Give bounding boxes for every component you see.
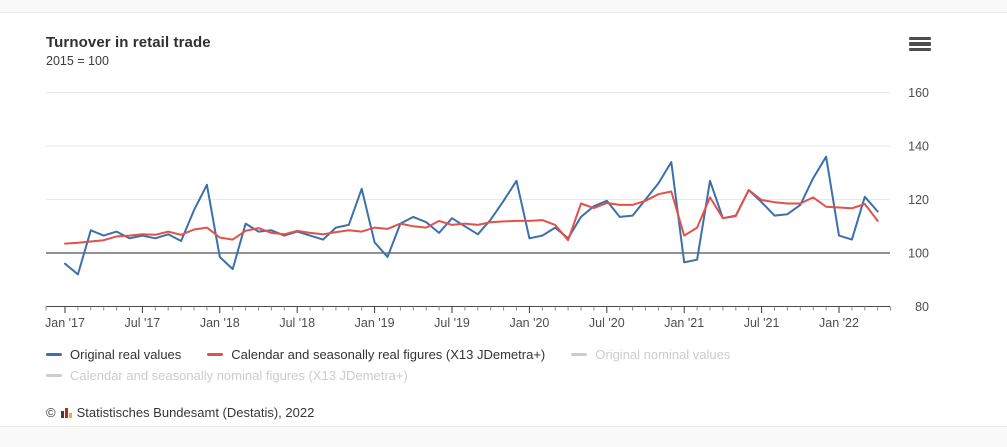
legend-label: Original real values — [70, 346, 182, 362]
legend-item-3[interactable]: Calendar and seasonally nominal figures … — [46, 365, 408, 385]
x-axis-label: Jan '18 — [200, 316, 240, 330]
legend-item-0[interactable]: Original real values — [46, 344, 181, 364]
legend-line-marker-icon — [46, 352, 62, 356]
x-axis-label: Jul '20 — [589, 316, 625, 330]
hamburger-bar — [909, 42, 931, 46]
x-axis-label: Jul '19 — [434, 316, 470, 330]
legend-line-marker-icon — [46, 373, 62, 377]
chart-context-menu-button[interactable] — [906, 34, 934, 56]
x-axis-label: Jan '21 — [664, 316, 704, 330]
destatis-barchart-logo-icon — [60, 407, 72, 418]
chart-card — [0, 12, 1007, 427]
y-axis-label: 100 — [908, 247, 929, 261]
y-axis-label: 80 — [915, 300, 929, 314]
x-axis-label: Jul '18 — [279, 316, 315, 330]
chart-credits: © Statistisches Bundesamt (Destatis), 20… — [46, 404, 314, 420]
x-axis-label: Jan '19 — [355, 316, 395, 330]
source-text: Statistisches Bundesamt (Destatis), 2022 — [76, 404, 315, 420]
legend-line-marker-icon — [207, 352, 224, 356]
y-axis-label: 160 — [908, 86, 929, 100]
x-axis-label: Jan '22 — [819, 316, 859, 330]
hamburger-icon — [909, 36, 931, 52]
chart-plot-area: 80 100 120 140 160 Jan '17 Jul '17 Jan '18 Jul '… — [45, 86, 929, 330]
x-axis-label: Jul '21 — [744, 316, 780, 330]
series-line-1 — [64, 189, 879, 245]
legend-item-1[interactable]: Calendar and seasonally real figures (X1… — [207, 344, 545, 364]
chart-legend: Original real values Calendar and seasona… — [46, 344, 906, 385]
copyright-symbol: © — [46, 404, 56, 420]
x-axis-label: Jul '17 — [125, 316, 161, 330]
y-axis-label: 140 — [908, 140, 929, 154]
legend-label: Original nominal values — [595, 346, 731, 362]
legend-line-marker-icon — [571, 352, 588, 356]
hamburger-bar — [909, 47, 931, 52]
chart-subtitle: 2015 = 100 — [46, 54, 109, 68]
x-axis-label: Jan '20 — [509, 316, 549, 330]
y-axis-label: 120 — [908, 193, 929, 207]
x-axis-label: Jan '17 — [45, 316, 85, 330]
legend-item-2[interactable]: Original nominal values — [571, 344, 730, 364]
series-line-0 — [64, 155, 879, 276]
legend-label: Calendar and seasonally real figures (X1… — [231, 346, 546, 362]
chart-title: Turnover in retail trade — [46, 34, 211, 51]
hamburger-bar — [909, 36, 931, 41]
legend-label: Calendar and seasonally nominal figures … — [70, 367, 408, 383]
